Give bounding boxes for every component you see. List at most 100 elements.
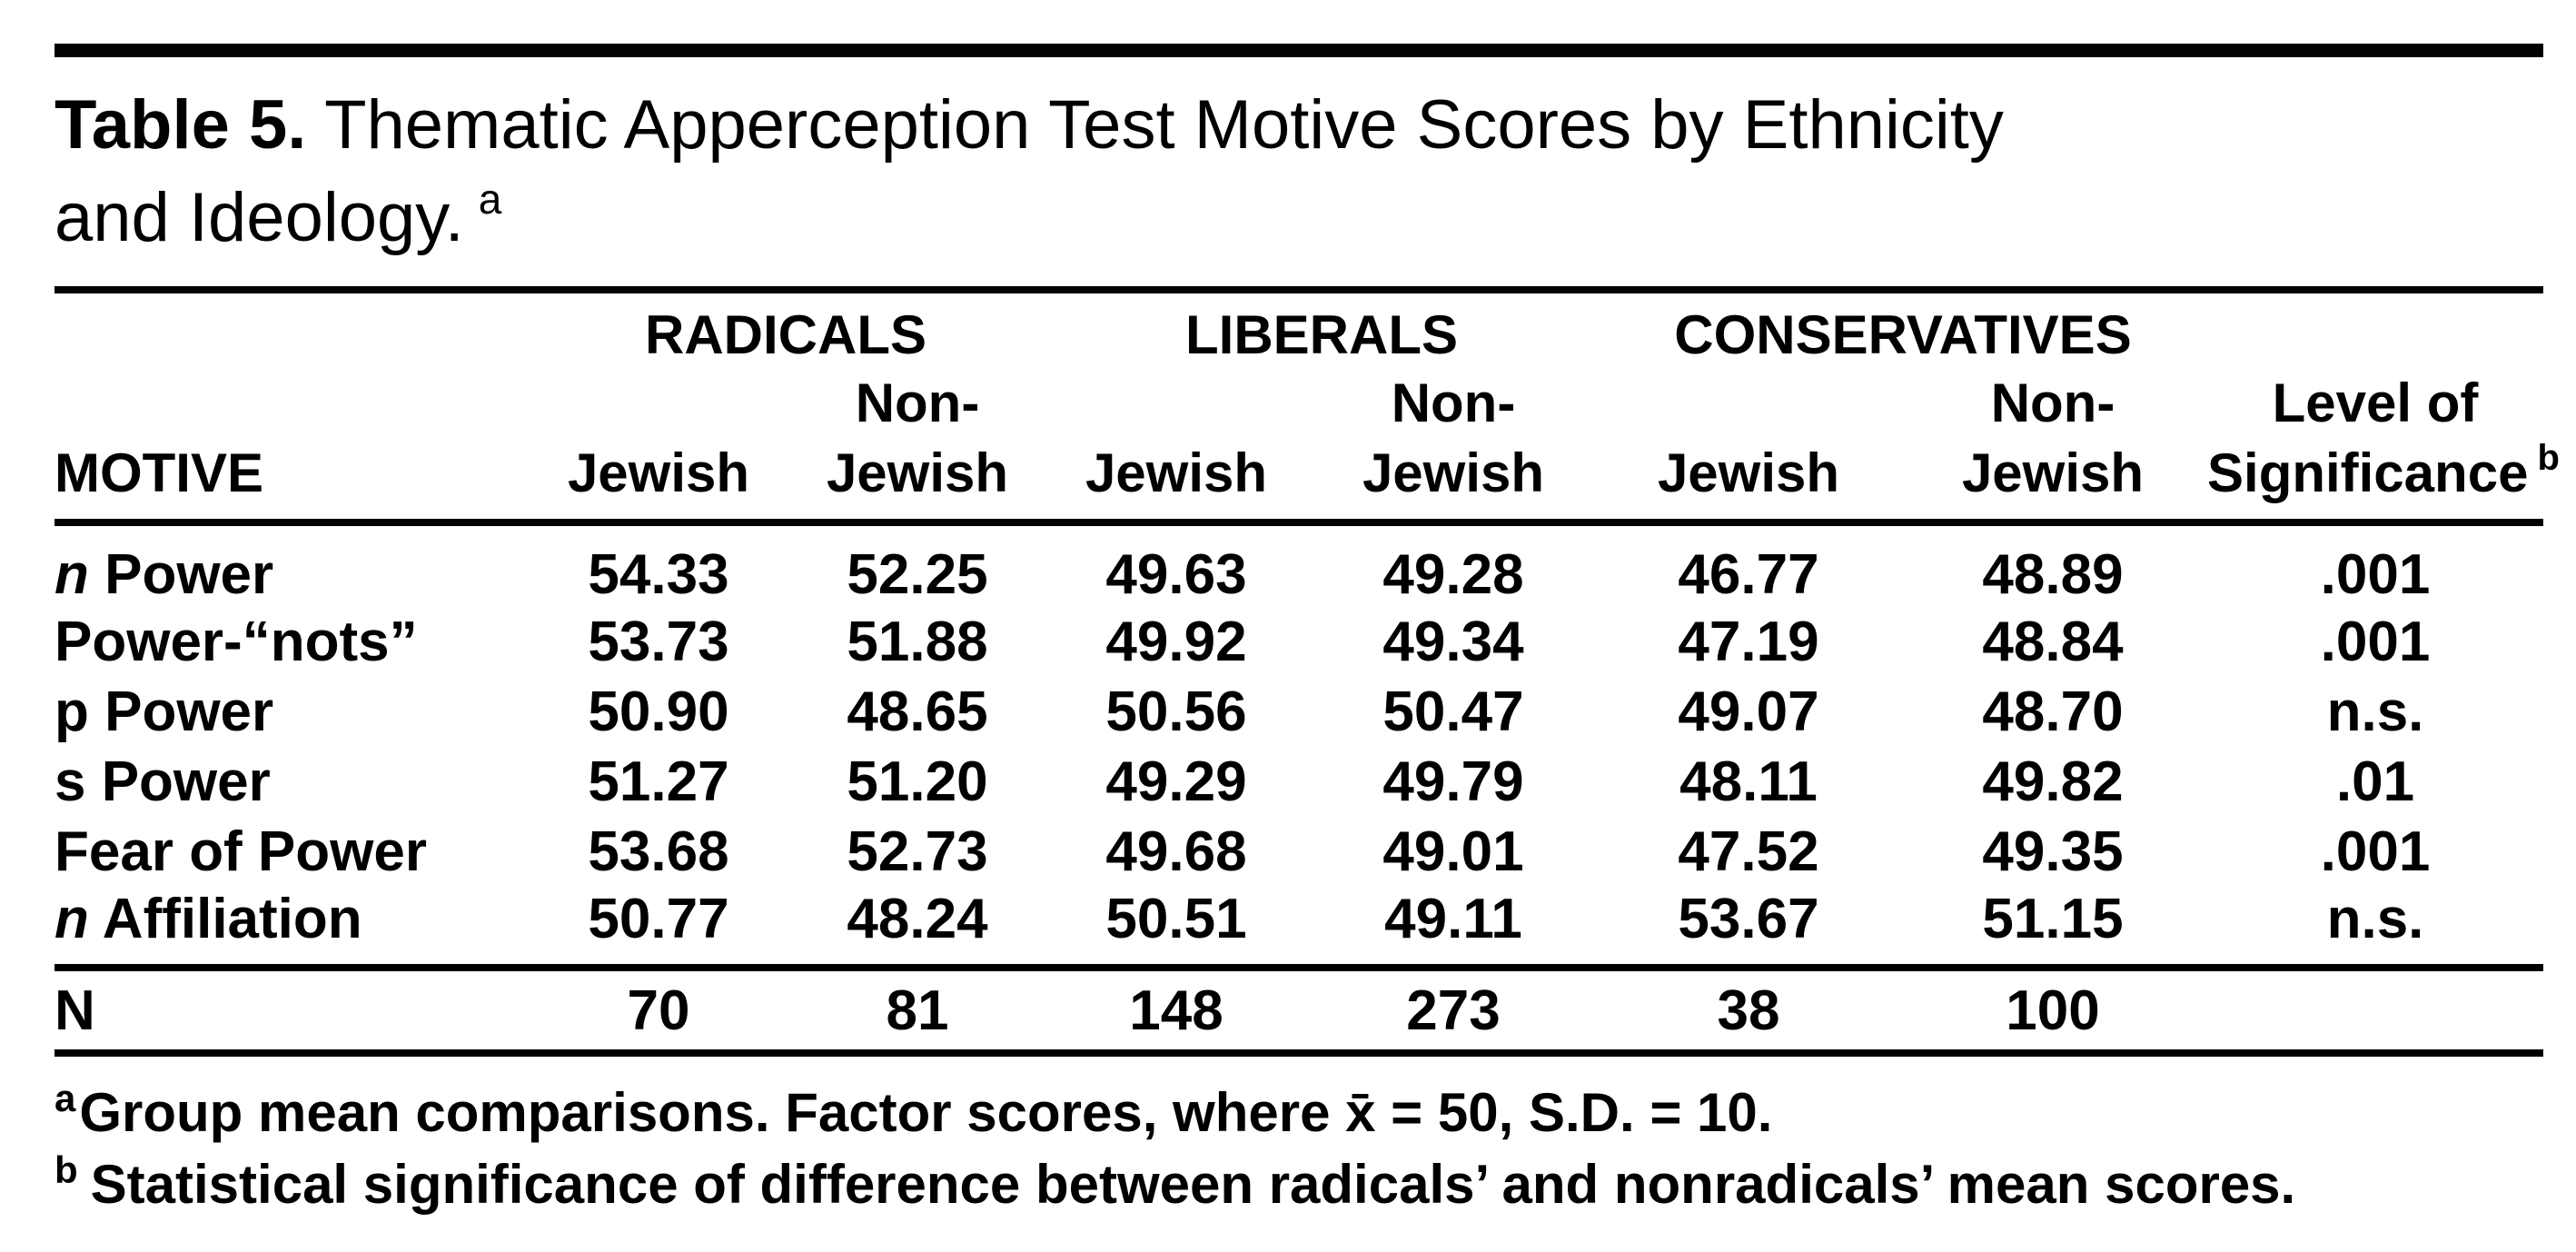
col-header-conservatives-nonjewish: Non- Jewish xyxy=(1898,368,2207,522)
corner-spacer-cell xyxy=(54,290,527,368)
col-header-liberals-nonjewish: Non- Jewish xyxy=(1308,368,1599,522)
title-footnote-marker-a: a xyxy=(478,175,502,223)
motive-label: Affiliation xyxy=(88,888,362,950)
significance-cell: .01 xyxy=(2335,750,2415,813)
score-cell: 50.77 xyxy=(588,888,729,950)
score-cell: 49.29 xyxy=(1105,750,1247,813)
significance-cell: n.s. xyxy=(2326,681,2424,743)
sample-size-section: N 70 81 148 273 38 100 xyxy=(54,968,2543,1053)
score-cell: 49.92 xyxy=(1105,611,1247,673)
score-cell: 51.27 xyxy=(588,750,729,813)
title-text-line2: and Ideology. xyxy=(54,179,464,256)
data-rows-section: n Power 54.33 52.25 49.63 49.28 46.77 48… xyxy=(54,522,2543,968)
score-cell: 52.73 xyxy=(847,820,988,883)
table-title: Table 5. Thematic Apperception Test Moti… xyxy=(54,79,2380,264)
score-cell: 49.11 xyxy=(1384,888,1522,950)
motive-label: Fear of Power xyxy=(54,820,427,883)
footnote-marker-a: a xyxy=(54,1077,76,1119)
n-value-cell: 273 xyxy=(1406,979,1501,1042)
score-cell: 48.65 xyxy=(847,681,988,743)
nonjewish-line2: Jewish xyxy=(1362,442,1545,503)
empty-cell xyxy=(2207,968,2543,1053)
score-cell: 49.63 xyxy=(1105,543,1247,606)
score-cell: 49.28 xyxy=(1382,543,1524,606)
footnote-b-text: Statistical significance of difference b… xyxy=(90,1154,2296,1215)
score-cell: 54.33 xyxy=(588,543,729,606)
motive-cell: Fear of Power xyxy=(54,817,527,887)
col-header-radicals-jewish: Jewish xyxy=(567,442,750,503)
nonjewish-line2: Jewish xyxy=(826,442,1009,503)
motive-label: s Power xyxy=(54,750,271,813)
motive-column-header: MOTIVE xyxy=(54,442,264,503)
footnote-a: aGroup mean comparisons. Factor scores, … xyxy=(54,1077,2543,1148)
score-cell: 52.25 xyxy=(847,543,988,606)
score-cell: 48.89 xyxy=(1982,543,2124,606)
score-cell: 50.56 xyxy=(1105,681,1247,743)
score-cell: 49.35 xyxy=(1982,820,2124,883)
motive-italic-prefix: n xyxy=(54,888,89,950)
table-row-n-affiliation: n Affiliation 50.77 48.24 50.51 49.11 53… xyxy=(54,887,2543,968)
nonjewish-line1: Non- xyxy=(855,373,980,433)
score-cell: 47.19 xyxy=(1678,611,1819,673)
score-cell: 50.47 xyxy=(1382,681,1524,743)
table-row-p-power: p Power 50.90 48.65 50.56 50.47 49.07 48… xyxy=(54,677,2543,747)
score-cell: 49.34 xyxy=(1382,611,1524,673)
score-cell: 53.73 xyxy=(588,611,729,673)
group-header-radicals: RADICALS xyxy=(645,304,926,365)
score-cell: 48.84 xyxy=(1982,611,2124,673)
motive-label: Power-“nots” xyxy=(54,611,418,673)
score-cell: 48.24 xyxy=(847,888,988,950)
score-cell: 47.52 xyxy=(1678,820,1819,883)
motive-cell: n Affiliation xyxy=(54,887,527,968)
column-header-row: MOTIVE Jewish Non- Jewish Jewish Non- Je… xyxy=(54,368,2560,522)
n-label-cell: N xyxy=(54,979,95,1042)
score-cell: 51.88 xyxy=(847,611,988,673)
footnote-b: b Statistical significance of difference … xyxy=(54,1148,2543,1220)
n-value-cell: 148 xyxy=(1129,979,1224,1042)
score-cell: 49.07 xyxy=(1678,681,1819,743)
motive-italic-prefix: n xyxy=(54,543,89,606)
table-row-fear-of-power: Fear of Power 53.68 52.73 49.68 49.01 47… xyxy=(54,817,2543,887)
score-cell: 50.90 xyxy=(588,681,729,743)
col-header-liberals-jewish: Jewish xyxy=(1085,442,1268,503)
score-cell: 53.67 xyxy=(1678,888,1819,950)
n-value-cell: 100 xyxy=(2006,979,2100,1042)
table-row-n-power: n Power 54.33 52.25 49.63 49.28 46.77 48… xyxy=(54,522,2543,607)
footnote-a-text: Group mean comparisons. Factor scores, w… xyxy=(79,1082,1773,1143)
n-value-cell: 81 xyxy=(886,979,949,1042)
score-cell: 49.68 xyxy=(1105,820,1247,883)
motive-cell: n Power xyxy=(54,522,527,607)
significance-footnote-marker-b: b xyxy=(2537,438,2560,478)
footnotes: aGroup mean comparisons. Factor scores, … xyxy=(54,1077,2543,1220)
motive-cell: s Power xyxy=(54,747,527,817)
table-row-s-power: s Power 51.27 51.20 49.29 49.79 48.11 49… xyxy=(54,747,2543,817)
group-header-row: RADICALS LIBERALS CONSERVATIVES xyxy=(54,290,2543,368)
motive-cell: Power-“nots” xyxy=(54,607,527,677)
group-header-spacer xyxy=(2207,290,2543,368)
score-cell: 46.77 xyxy=(1678,543,1819,606)
top-rule xyxy=(54,44,2543,57)
motive-label: p Power xyxy=(54,681,274,743)
score-cell: 49.01 xyxy=(1382,820,1524,883)
significance-cell: n.s. xyxy=(2326,888,2424,950)
motive-scores-table: RADICALS LIBERALS CONSERVATIVES MOTIVE J… xyxy=(54,286,2560,1057)
score-cell: 49.79 xyxy=(1382,750,1524,813)
footnote-marker-b: b xyxy=(54,1148,78,1191)
significance-cell: .001 xyxy=(2320,820,2431,883)
score-cell: 48.70 xyxy=(1982,681,2124,743)
significance-line2: Significance b xyxy=(2207,438,2560,508)
score-cell: 51.20 xyxy=(847,750,988,813)
n-value-cell: 38 xyxy=(1717,979,1780,1042)
n-row: N 70 81 148 273 38 100 xyxy=(54,968,2543,1053)
score-cell: 48.11 xyxy=(1679,750,1818,813)
nonjewish-line1: Non- xyxy=(1391,373,1516,433)
table-number-label: Table 5. xyxy=(54,86,307,164)
nonjewish-line2: Jewish xyxy=(1961,442,2145,503)
table-row-power-nots: Power-“nots” 53.73 51.88 49.92 49.34 47.… xyxy=(54,607,2543,677)
significance-cell: .001 xyxy=(2320,611,2431,673)
group-header-liberals: LIBERALS xyxy=(1185,304,1458,365)
score-cell: 53.68 xyxy=(588,820,729,883)
col-header-significance: Level of Significance b xyxy=(2207,368,2560,522)
score-cell: 49.82 xyxy=(1982,750,2124,813)
